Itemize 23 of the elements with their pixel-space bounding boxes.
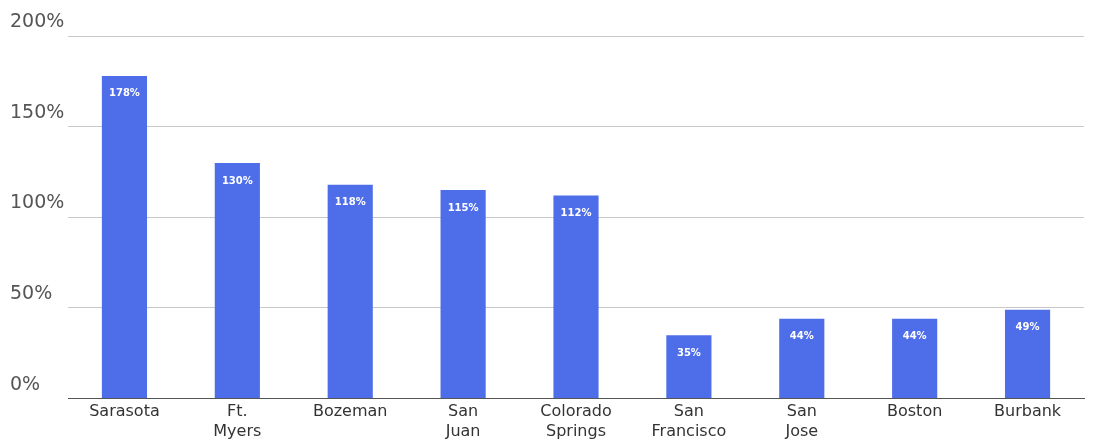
data-label: 115% [447, 201, 479, 213]
y-tick-label: 200% [10, 8, 65, 31]
data-label: 130% [221, 174, 253, 186]
x-tick-label: Colorado Springs [540, 401, 612, 440]
x-tick-label: Burbank [994, 401, 1062, 421]
y-tick-label: 0% [10, 371, 41, 394]
y-tick-label: 100% [10, 190, 65, 213]
x-tick-label: San Francisco [651, 401, 727, 440]
data-label: 178% [108, 87, 140, 99]
data-label: 112% [560, 207, 592, 219]
data-label: 118% [334, 196, 366, 208]
y-tick-label: 150% [10, 99, 65, 122]
x-tick-label: Bozeman [312, 401, 388, 421]
x-tick-label: San Jose [784, 401, 819, 440]
data-label: 44% [789, 330, 814, 342]
data-label: 49% [1015, 321, 1040, 333]
data-label: 44% [902, 330, 927, 342]
x-tick-label: Boston [887, 401, 943, 421]
y-tick-label: 50% [10, 280, 53, 303]
data-label: 35% [676, 346, 701, 358]
x-tick-label: Ft. Myers [213, 401, 262, 440]
x-tick-label: San Juan [444, 401, 481, 440]
x-tick-label: Sarasota [89, 401, 160, 421]
